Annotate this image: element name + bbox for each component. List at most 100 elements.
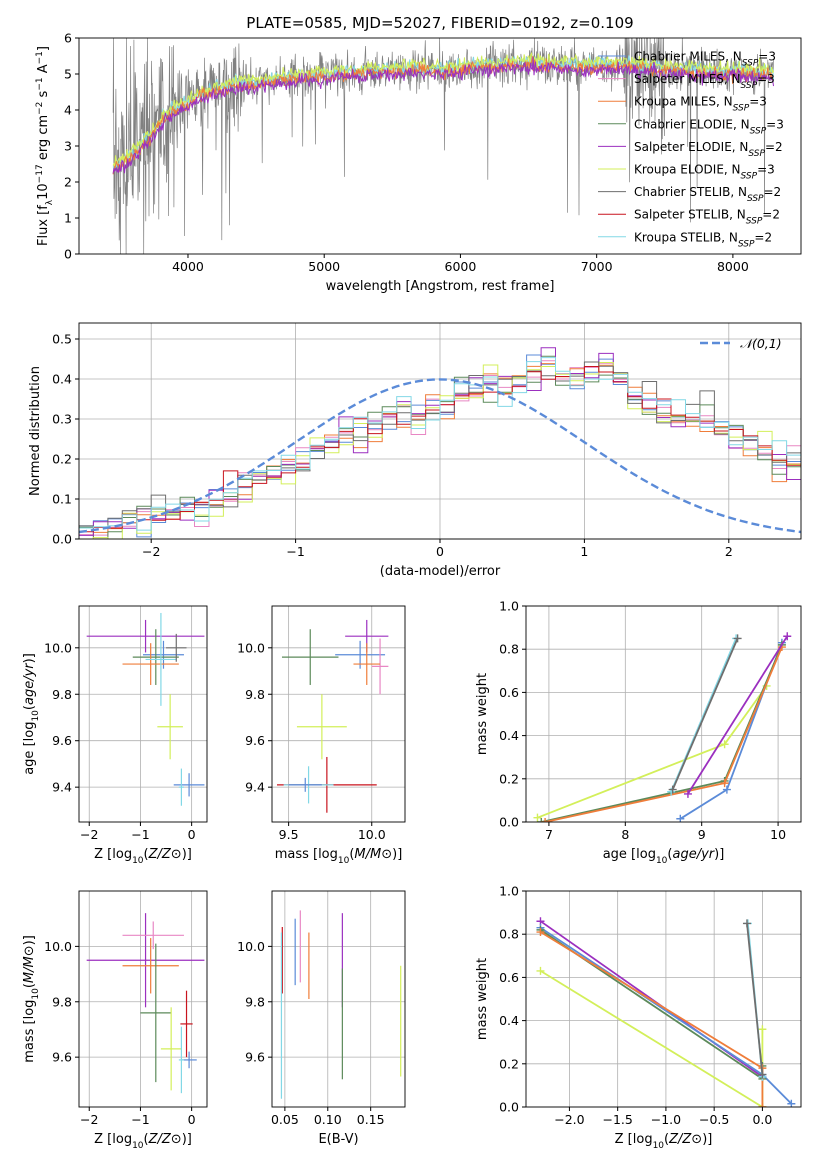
y-tick-label: 9.6 [245, 1050, 265, 1065]
histogram-series [79, 361, 801, 539]
weight-series [544, 646, 783, 822]
axes-weight_vs_Z: −2.0 −1.5 −1.0 −0.5 0.0 0.0 0.2 0.4 0.6 0.8 1.0 Z [… [475, 884, 802, 1151]
y-tick-label: 9.6 [245, 733, 265, 748]
label-part: =3 [749, 95, 767, 109]
y-tick-label: 10.0 [237, 939, 265, 954]
label-part: −1 [35, 77, 45, 90]
weight-marker [683, 789, 692, 798]
x-tick-label: 8000 [717, 259, 749, 274]
legend-label: 𝒩(0,1) [740, 336, 782, 351]
label-part: ( [144, 847, 149, 862]
label-part: ] [36, 46, 51, 51]
axes-border [525, 890, 802, 1108]
label-part: =3 [757, 163, 775, 177]
label-part: Salpeter STELIB, N [634, 208, 746, 222]
label-part: M/M⊙ [22, 945, 37, 983]
weight-marker [720, 740, 729, 749]
label-part: age/yr [22, 662, 37, 705]
y-axis-label: mass weight [475, 673, 490, 755]
y-tick-label: 0.4 [499, 1013, 519, 1028]
weight-marker [758, 1070, 767, 1079]
errorbar-point [140, 943, 172, 1083]
x-axis-label: Z [log10(Z/Z⊙)] [94, 847, 192, 866]
x-tick-label: 0.15 [357, 1112, 385, 1127]
plot-area [276, 619, 389, 813]
label-part: ( [144, 1132, 149, 1147]
histogram-series [79, 362, 801, 539]
label-part: age [log [603, 847, 656, 862]
label-part: 10 [31, 710, 41, 722]
errorbar-point [296, 694, 347, 760]
y-tick-label: 0.2 [52, 452, 72, 467]
y-tick-label: 9.4 [52, 780, 72, 795]
x-tick-label: 0.10 [314, 1112, 342, 1127]
axes-frame: −2 −1 09.69.810.0Z [log10(Z/Z⊙)]mass [log1… [22, 890, 208, 1151]
axes-border [525, 605, 802, 823]
y-tick-label: 0.2 [499, 1056, 519, 1071]
label-part: ( [664, 1132, 669, 1147]
label-part: SSP [738, 239, 755, 249]
plot-area [280, 910, 402, 1099]
weight-marker [722, 785, 731, 794]
weight-marker [758, 1103, 767, 1107]
y-tick-label: 3 [64, 139, 72, 154]
label-part: 10 [132, 856, 144, 866]
model-spectrum [112, 57, 774, 174]
y-tick-label: 0.4 [499, 728, 519, 743]
label-part: Z/Z⊙ [148, 847, 182, 862]
x-tick-label: 0 [188, 827, 196, 842]
label-part: =3 [758, 50, 776, 64]
y-tick-label: 9.6 [52, 733, 72, 748]
label-part: Chabrier STELIB, N [634, 185, 747, 199]
label-part: =2 [765, 140, 783, 154]
y-tick-label: 0.1 [52, 492, 72, 507]
errorbar-point [173, 773, 205, 797]
label-part: Z/Z⊙ [668, 1132, 702, 1147]
x-tick-label: −2 [80, 1112, 98, 1127]
label-part: SSP [746, 217, 763, 227]
errorbar-point [160, 1007, 182, 1091]
x-axis-label: wavelength [Angstrom, rest frame] [326, 279, 555, 294]
label-part: )] [22, 935, 37, 945]
figure-title: PLATE=0585, MJD=52027, FIBERID=0192, z=0… [246, 14, 633, 32]
x-tick-label: 7 [545, 827, 553, 842]
plot-area [536, 917, 796, 1107]
weight-marker [758, 1025, 767, 1034]
label-part: =3 [766, 117, 784, 131]
x-tick-label: 1 [580, 544, 588, 559]
label-part: −2 [35, 102, 45, 115]
axes-frame: −2 −1 0 1 2 0.0 0.1 0.2 0.3 0.4 0.5 (data-model)/er… [28, 322, 802, 579]
x-axis-label: Z [log10(Z/Z⊙)] [94, 1132, 192, 1151]
weight-marker [742, 919, 751, 928]
x-tick-label: −2 [80, 827, 98, 842]
label-part: Z [log [94, 847, 132, 862]
y-tick-label: 6 [64, 31, 72, 46]
x-tick-label: −1 [131, 827, 149, 842]
legend-label: Kroupa MILES, NSSP=3 [634, 95, 767, 114]
axes-border [271, 605, 406, 823]
x-tick-label: 4000 [172, 259, 204, 274]
label-part: SSP [748, 149, 765, 159]
y-tick-label: 10.0 [44, 640, 72, 655]
y-tick-label: 9.8 [245, 994, 265, 1009]
y-axis-label: Normed distribution [28, 366, 43, 496]
label-part: A [36, 64, 51, 77]
y-tick-label: 0.4 [52, 372, 72, 387]
y-tick-label: 0.0 [52, 532, 72, 547]
legend-label: Kroupa ELODIE, NSSP=3 [634, 163, 775, 182]
y-tick-label: 0.6 [499, 970, 519, 985]
label-part: Flux [f [36, 205, 51, 246]
x-tick-label: 0 [436, 544, 444, 559]
plot-area [86, 612, 205, 806]
y-tick-label: 1 [64, 211, 72, 226]
legend-label: Salpeter STELIB, NSSP=2 [634, 208, 780, 227]
label-part: Salpeter ELODIE, N [634, 140, 748, 154]
weight-marker [536, 966, 545, 975]
axes-frame: 4000 5000 6000 7000 8000 0 1 2 3 4 5 6 wavelength [A… [35, 31, 802, 294]
histogram-series [79, 357, 801, 539]
legend-label: Salpeter MILES, NSSP=3 [634, 72, 775, 91]
label-part: Chabrier ELODIE, N [634, 117, 750, 131]
x-tick-label: 8 [621, 827, 629, 842]
label-part: 10 [338, 856, 350, 866]
